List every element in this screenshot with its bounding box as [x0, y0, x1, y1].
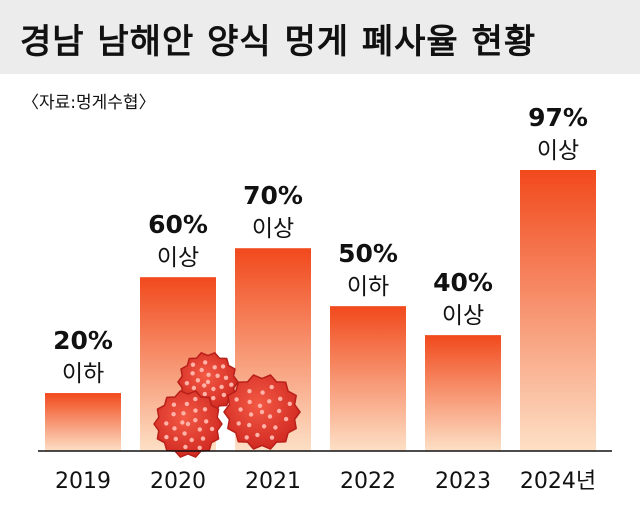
bar-value-label: 70%	[243, 181, 303, 210]
bar-2023	[425, 335, 501, 451]
sea-squirt-bump	[267, 414, 273, 419]
sea-squirt-bump	[223, 375, 229, 380]
sea-squirt-bump	[185, 421, 191, 427]
bar-value-label: 20%	[53, 326, 113, 355]
sea-squirt-bump	[164, 434, 169, 440]
x-tick-label: 2019	[55, 469, 111, 494]
sea-squirt-bump	[193, 396, 198, 402]
sea-squirt-bump	[261, 424, 267, 429]
sea-squirt-bump	[183, 444, 188, 450]
bars-group	[45, 170, 596, 451]
bar-qualifier-label: 이하	[62, 361, 104, 387]
sea-squirt-bump	[190, 362, 196, 367]
sea-squirt-bump	[190, 371, 195, 376]
source-note: 〈자료:멍게수협〉	[22, 93, 156, 113]
sea-squirt-bump	[238, 407, 243, 412]
bar-2019	[45, 393, 121, 451]
bar-qualifier-label: 이상	[537, 138, 579, 164]
sea-squirt-bump	[247, 389, 252, 394]
sea-squirt-bump	[182, 431, 187, 436]
sea-squirt-bump	[202, 383, 207, 388]
sea-squirt-bump	[200, 436, 206, 441]
sea-squirt-bump	[244, 435, 249, 440]
sea-squirt-bump	[269, 435, 275, 440]
sea-squirt-bump	[202, 391, 207, 397]
bar-qualifier-label: 이하	[347, 274, 389, 300]
bar-value-label: 40%	[433, 268, 493, 297]
sea-squirt-bump	[191, 385, 197, 391]
sea-squirt-bump	[202, 407, 208, 412]
sea-squirt-bump	[184, 381, 190, 386]
sea-squirt-bump	[193, 418, 198, 423]
sea-squirt-bump	[283, 416, 289, 422]
sea-squirt-bump	[278, 396, 283, 401]
x-tick-label: 2022	[340, 469, 396, 494]
sea-squirt-illustration	[153, 352, 301, 458]
chart-title: 경남 남해안 양식 멍게 폐사율 현황	[20, 22, 537, 62]
sea-squirt-bump	[248, 412, 254, 417]
sea-squirt-bump	[204, 419, 209, 424]
sea-squirt-bump	[206, 372, 211, 377]
sea-squirt-bump	[276, 408, 282, 414]
sea-squirt-bump	[180, 420, 185, 425]
bar-value-label: 60%	[148, 210, 208, 239]
sea-squirt-bump	[247, 399, 252, 405]
x-tick-label: 2024년	[520, 469, 596, 494]
sea-squirt-bump	[171, 412, 176, 417]
bar-2024년	[520, 170, 596, 451]
sea-squirt-bump	[211, 386, 216, 392]
sea-squirt-bump	[211, 395, 216, 401]
sea-squirt-bump	[255, 432, 260, 438]
sea-squirt-bump	[260, 390, 265, 395]
sea-squirt-bump	[184, 401, 190, 407]
sea-squirt-bump	[171, 402, 177, 407]
sea-squirt-bump	[197, 445, 202, 450]
sea-squirt-bump	[269, 384, 274, 390]
bar-qualifier-label: 이상	[157, 245, 199, 271]
x-tick-label: 2023	[435, 469, 491, 494]
title-band	[0, 0, 640, 74]
sea-squirt-bump	[221, 392, 227, 398]
sea-squirt-bump	[267, 399, 272, 404]
sea-squirt-bump	[257, 403, 263, 408]
sea-squirt-bump	[209, 426, 215, 432]
bar-qualifier-label: 이상	[442, 303, 484, 329]
bar-2022	[330, 306, 406, 451]
sea-squirt-bump	[197, 427, 202, 432]
sea-squirt-bump	[173, 436, 178, 442]
sea-squirt-bump	[287, 401, 292, 406]
sea-squirt-bump	[193, 408, 198, 413]
sea-squirt-bump	[247, 422, 252, 428]
sea-squirt-bump	[236, 421, 241, 426]
sea-squirt-bump	[189, 437, 194, 443]
sea-squirt-bump	[199, 367, 204, 373]
x-tick-label: 2021	[245, 469, 301, 494]
sea-squirt-bump	[195, 378, 201, 383]
sea-squirt-bump	[172, 426, 177, 431]
sea-squirt-bump	[181, 411, 186, 416]
sea-squirt-bump	[220, 364, 226, 369]
sea-squirt-bump	[212, 365, 217, 370]
bar-value-label: 97%	[528, 103, 588, 132]
sea-squirt-bump	[164, 421, 169, 426]
sea-squirt-bump	[205, 379, 211, 385]
sea-squirt-bump	[203, 360, 208, 365]
sea-squirt-bump	[215, 373, 220, 378]
sea-squirt-bump	[234, 397, 239, 402]
bar-value-label: 50%	[338, 239, 398, 268]
sea-squirt-bump	[259, 409, 265, 415]
labels-group: 이하 20% 2019 이상 60% 2020 이상 70% 2021 이하 50% 2022 이상 40…	[53, 103, 596, 494]
sea-squirt-bump	[229, 382, 234, 387]
sea-squirt-bump	[219, 384, 224, 390]
bar-qualifier-label: 이상	[252, 216, 294, 242]
sea-squirt-bump	[273, 425, 278, 430]
x-tick-label: 2020	[150, 469, 206, 494]
